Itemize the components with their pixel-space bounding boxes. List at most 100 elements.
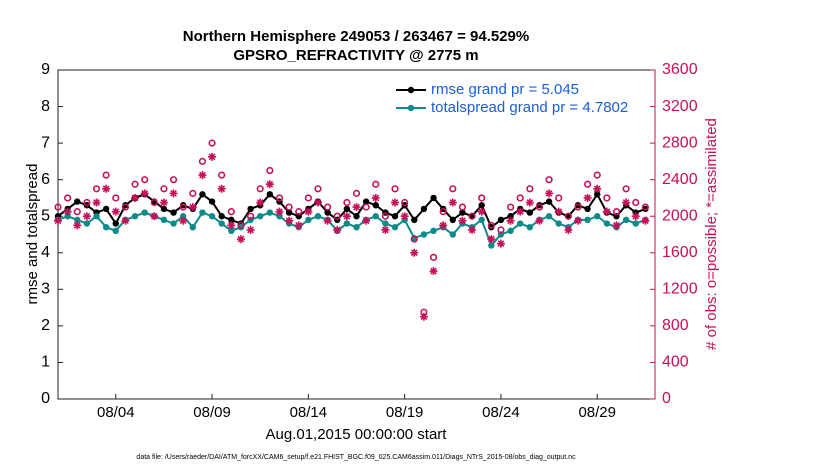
point <box>430 227 437 235</box>
point <box>439 208 447 216</box>
y-tick-label: 3 <box>41 281 50 298</box>
point <box>208 139 216 147</box>
point <box>256 198 265 207</box>
point <box>632 198 640 207</box>
y2-tick-label: 1200 <box>662 281 698 298</box>
point <box>353 213 360 220</box>
point <box>198 171 207 180</box>
point <box>188 203 197 212</box>
point <box>488 242 495 249</box>
point <box>583 180 592 188</box>
point <box>266 166 274 175</box>
point <box>526 185 534 193</box>
chart-title: Northern Hemisphere 249053 / 263467 = 94… <box>183 28 529 45</box>
point <box>583 193 592 202</box>
point <box>478 202 485 209</box>
y-tick-label: 8 <box>41 98 50 115</box>
point <box>285 203 293 211</box>
point <box>102 223 110 231</box>
point <box>603 194 611 202</box>
point <box>381 212 389 220</box>
point <box>622 185 630 193</box>
point <box>323 216 332 225</box>
point <box>275 194 284 202</box>
point <box>342 212 351 221</box>
point <box>160 185 168 193</box>
y2-tick-label: 2800 <box>662 134 698 151</box>
point <box>352 189 361 197</box>
point <box>170 209 177 216</box>
y-tick-label: 5 <box>41 207 50 224</box>
point <box>179 216 188 225</box>
x-tick-label: 08/14 <box>290 404 328 421</box>
point <box>285 209 293 216</box>
point <box>573 216 582 225</box>
x-tick-label: 08/24 <box>482 404 520 421</box>
point <box>121 203 130 211</box>
point <box>516 207 525 216</box>
point <box>227 221 236 230</box>
point <box>429 253 438 261</box>
point <box>372 180 380 188</box>
point <box>641 203 649 211</box>
point <box>93 213 100 220</box>
x-tick-label: 08/09 <box>193 404 231 421</box>
point <box>631 212 640 221</box>
point <box>160 205 168 213</box>
point <box>545 189 554 198</box>
point <box>131 180 139 188</box>
point <box>419 312 428 321</box>
point <box>497 216 505 224</box>
point <box>179 213 187 220</box>
point <box>92 198 101 207</box>
y-tick-label: 9 <box>41 61 50 78</box>
point <box>594 191 601 198</box>
point <box>372 202 379 209</box>
point <box>478 194 486 202</box>
point <box>218 220 225 227</box>
y2-tick-label: 2000 <box>662 207 698 224</box>
point <box>121 216 130 225</box>
y-tick-label: 2 <box>41 317 50 334</box>
point <box>304 207 313 216</box>
legend-marker <box>407 86 415 94</box>
point <box>594 213 601 220</box>
point <box>430 194 437 202</box>
point <box>189 223 197 231</box>
point <box>64 213 71 220</box>
point <box>237 221 245 229</box>
y-axis-label: rmse and totalspread <box>24 164 41 305</box>
point <box>285 216 294 225</box>
point <box>227 208 235 216</box>
point <box>217 184 226 193</box>
point <box>593 171 601 179</box>
point <box>112 220 119 227</box>
point <box>381 225 390 234</box>
point <box>554 207 563 216</box>
point <box>612 208 621 216</box>
point <box>488 223 495 231</box>
point <box>160 216 168 224</box>
point <box>159 198 168 207</box>
point <box>400 212 409 221</box>
point <box>564 225 573 234</box>
point <box>343 205 351 213</box>
point <box>410 235 418 243</box>
point <box>526 223 534 231</box>
point <box>266 209 274 216</box>
x-tick-label: 08/19 <box>386 404 424 421</box>
point <box>83 220 91 227</box>
point <box>199 209 206 216</box>
point <box>641 216 650 225</box>
point <box>555 194 563 202</box>
point <box>333 212 341 220</box>
point <box>525 198 534 207</box>
y-tick-label: 1 <box>41 354 50 371</box>
point <box>73 221 82 230</box>
point <box>468 225 477 234</box>
point <box>266 191 274 198</box>
point <box>246 225 255 234</box>
point <box>420 231 428 238</box>
point <box>218 213 225 220</box>
